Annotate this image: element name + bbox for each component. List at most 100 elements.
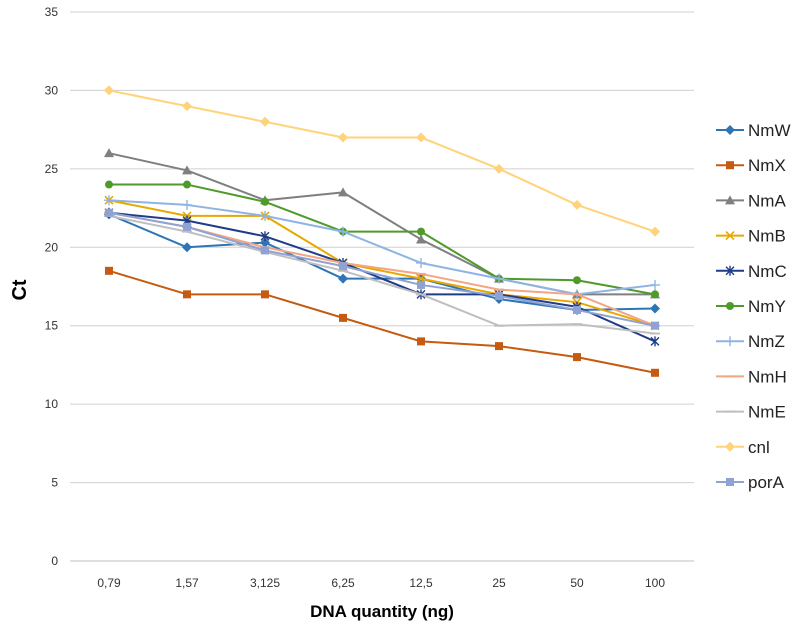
legend-item-nmw: NmW xyxy=(716,121,790,140)
legend-label: NmC xyxy=(748,262,787,281)
y-tick-label: 0 xyxy=(51,554,58,568)
data-point xyxy=(494,163,504,174)
data-point xyxy=(651,321,659,330)
legend-item-nmc: NmC xyxy=(716,262,787,281)
data-point xyxy=(261,197,269,206)
series-line xyxy=(108,269,656,374)
series-nmz xyxy=(104,195,660,300)
y-tick-label: 15 xyxy=(45,319,59,333)
data-point xyxy=(339,313,347,322)
legend-item-nmx: NmX xyxy=(716,156,786,175)
legend: NmW NmX NmA NmB NmC NmY NmZ NmH NmE cnl porA xyxy=(716,121,790,492)
data-point xyxy=(416,132,426,143)
data-point xyxy=(725,265,735,276)
data-point xyxy=(650,226,660,237)
data-point xyxy=(495,342,503,351)
series-nmy xyxy=(105,180,659,299)
legend-label: NmW xyxy=(748,121,790,140)
data-point xyxy=(105,266,113,275)
legend-label: cnl xyxy=(748,438,770,457)
data-point xyxy=(260,231,270,242)
data-point xyxy=(338,273,348,284)
legend-item-pora: porA xyxy=(716,473,785,492)
legend-label: NmA xyxy=(748,191,786,210)
legend-label: NmY xyxy=(748,297,786,316)
data-point xyxy=(725,231,735,241)
data-point xyxy=(182,242,192,253)
series-pora xyxy=(105,208,659,330)
x-tick-label: 1,57 xyxy=(175,576,199,590)
series-line xyxy=(109,183,656,296)
x-tick-label: 50 xyxy=(570,576,584,590)
y-tick-labels: 0 5 10 15 20 25 30 35 xyxy=(45,5,59,568)
y-tick-label: 25 xyxy=(45,162,59,176)
data-point xyxy=(182,101,192,112)
legend-label: NmX xyxy=(748,156,786,175)
series-line xyxy=(108,199,656,296)
data-point xyxy=(338,132,348,143)
legend-label: NmH xyxy=(748,367,787,386)
data-point xyxy=(417,337,425,346)
x-tick-label: 25 xyxy=(492,576,506,590)
data-point xyxy=(260,210,270,221)
data-point xyxy=(726,161,734,170)
data-point xyxy=(417,280,425,289)
y-tick-label: 30 xyxy=(45,83,59,97)
data-point xyxy=(339,262,347,271)
series-lines xyxy=(104,85,660,377)
series-cnl xyxy=(104,85,660,237)
legend-label: porA xyxy=(748,473,785,492)
data-point xyxy=(260,116,270,127)
data-point xyxy=(104,85,114,96)
legend-label: NmB xyxy=(748,227,786,246)
data-point xyxy=(572,199,582,210)
data-point xyxy=(417,227,425,236)
data-point xyxy=(573,306,581,315)
legend-label: NmZ xyxy=(748,332,785,351)
legend-item-nmb: NmB xyxy=(716,227,786,246)
data-point xyxy=(651,368,659,377)
legend-item-nme: NmE xyxy=(716,403,786,422)
data-point xyxy=(495,291,503,300)
x-tick-label: 0,79 xyxy=(97,576,121,590)
series-line xyxy=(108,211,656,343)
data-point xyxy=(416,257,426,268)
data-point xyxy=(573,276,581,285)
data-point xyxy=(650,279,660,290)
data-point xyxy=(725,125,735,135)
data-point xyxy=(650,336,660,347)
data-point xyxy=(104,195,114,206)
data-point xyxy=(338,226,348,237)
series-line xyxy=(108,211,656,327)
x-tick-labels: 0,79 1,57 3,125 6,25 12,5 25 50 100 xyxy=(97,576,665,590)
series-line xyxy=(108,214,656,335)
data-point xyxy=(182,165,192,175)
data-point xyxy=(261,290,269,299)
data-point xyxy=(183,222,191,231)
data-point xyxy=(651,290,659,299)
y-axis-title: Ct xyxy=(9,279,31,300)
data-point xyxy=(260,237,270,248)
data-point xyxy=(573,353,581,362)
data-point xyxy=(105,180,113,189)
series-line xyxy=(108,199,656,327)
data-point xyxy=(183,290,191,299)
data-point xyxy=(105,208,113,217)
data-point xyxy=(183,180,191,189)
y-tick-label: 5 xyxy=(51,476,58,490)
data-point xyxy=(725,336,735,347)
legend-item-nmy: NmY xyxy=(716,297,786,316)
data-point xyxy=(494,273,504,284)
data-point xyxy=(182,199,192,210)
legend-label: NmE xyxy=(748,403,786,422)
data-point xyxy=(338,187,348,197)
legend-item-nma: NmA xyxy=(716,191,786,210)
legend-item-cnl: cnl xyxy=(716,438,770,457)
x-axis-title: DNA quantity (ng) xyxy=(310,602,454,621)
y-tick-label: 20 xyxy=(45,240,59,254)
y-tick-label: 35 xyxy=(45,5,59,19)
x-tick-label: 6,25 xyxy=(331,576,355,590)
x-tick-label: 12,5 xyxy=(409,576,433,590)
